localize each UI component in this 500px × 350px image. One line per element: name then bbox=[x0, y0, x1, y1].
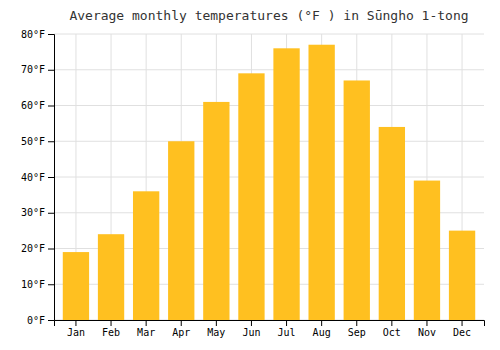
bar bbox=[98, 234, 124, 320]
bar bbox=[344, 80, 370, 320]
tick: 0°F bbox=[27, 315, 54, 326]
tick-mark bbox=[48, 213, 54, 214]
tick: Dec bbox=[453, 320, 471, 338]
tick-mark bbox=[426, 320, 427, 326]
tick-label: 80°F bbox=[21, 29, 45, 40]
tick: 70°F bbox=[21, 64, 54, 75]
bar bbox=[238, 73, 264, 320]
tick-mark bbox=[48, 106, 54, 107]
tick-label: 30°F bbox=[21, 207, 45, 218]
tick-mark bbox=[321, 320, 322, 326]
tick-mark bbox=[216, 320, 217, 326]
grid-line bbox=[54, 34, 484, 35]
tick-label: Jan bbox=[67, 327, 85, 338]
tick-mark bbox=[48, 249, 54, 250]
axis-line bbox=[48, 35, 55, 321]
tick: Mar bbox=[137, 320, 155, 338]
grid bbox=[54, 34, 484, 320]
grid-line bbox=[54, 177, 484, 178]
chart: 0°F 10°F 20°F 30°F 40°F 50°F 60°F 70°F 80°F Jan Fe… bbox=[0, 0, 500, 350]
tick-mark bbox=[48, 177, 54, 178]
tick-label: 40°F bbox=[21, 172, 45, 183]
tick-mark bbox=[391, 320, 392, 326]
tick-label: Jun bbox=[242, 327, 260, 338]
tick-mark bbox=[146, 320, 147, 326]
bar bbox=[414, 181, 440, 320]
tick-label: May bbox=[207, 327, 225, 338]
bar bbox=[308, 45, 334, 320]
tick-label: Apr bbox=[172, 327, 190, 338]
tick: 30°F bbox=[21, 207, 54, 218]
tick: Jul bbox=[278, 320, 296, 338]
tick: Feb bbox=[102, 320, 120, 338]
tick-label: 70°F bbox=[21, 64, 45, 75]
tick: Jun bbox=[242, 320, 260, 338]
grid-line bbox=[54, 69, 484, 70]
tick-label: Nov bbox=[418, 327, 436, 338]
tick-label: 0°F bbox=[27, 315, 45, 326]
bar bbox=[63, 252, 89, 320]
bar bbox=[273, 48, 299, 320]
tick: May bbox=[207, 320, 225, 338]
tick-mark bbox=[462, 320, 463, 326]
tick: Jan bbox=[67, 320, 85, 338]
title: Average monthly temperatures (°F ) in Sū… bbox=[69, 8, 468, 23]
tick-mark bbox=[286, 320, 287, 326]
tick-label: Mar bbox=[137, 327, 155, 338]
tick-label: Sep bbox=[348, 327, 366, 338]
tick: 80°F bbox=[21, 29, 54, 40]
tick-mark bbox=[251, 320, 252, 326]
tick-mark bbox=[111, 320, 112, 326]
tick: 60°F bbox=[21, 100, 54, 111]
tick-label: 50°F bbox=[21, 136, 45, 147]
tick: Oct bbox=[383, 320, 401, 338]
tick-label: 20°F bbox=[21, 243, 45, 254]
tick-label: Dec bbox=[453, 327, 471, 338]
tick: 40°F bbox=[21, 172, 54, 183]
tick-label: Jul bbox=[278, 327, 296, 338]
tick-mark bbox=[48, 284, 54, 285]
tick-label: Feb bbox=[102, 327, 120, 338]
bars bbox=[63, 45, 475, 320]
tick: 50°F bbox=[21, 136, 54, 147]
bar bbox=[449, 231, 475, 320]
bar bbox=[203, 102, 229, 320]
tick: 10°F bbox=[21, 279, 54, 290]
tick: Sep bbox=[348, 320, 366, 338]
tick-mark bbox=[48, 141, 54, 142]
tick-label: Oct bbox=[383, 327, 401, 338]
tick-mark bbox=[48, 320, 54, 321]
axis-line bbox=[55, 321, 485, 327]
y-axis: 0°F 10°F 20°F 30°F 40°F 50°F 60°F 70°F 80°F bbox=[21, 29, 55, 326]
x-axis: Jan Feb Mar Apr May Jun Jul Aug Sep Oct Nov Dec bbox=[55, 320, 485, 338]
bar bbox=[379, 127, 405, 320]
tick: Apr bbox=[172, 320, 190, 338]
tick-label: Aug bbox=[313, 327, 331, 338]
tick-label: 10°F bbox=[21, 279, 45, 290]
bar bbox=[168, 141, 194, 320]
tick-label: 60°F bbox=[21, 100, 45, 111]
grid-line bbox=[54, 141, 484, 142]
tick: Aug bbox=[313, 320, 331, 338]
grid-line bbox=[54, 105, 484, 106]
tick-mark bbox=[75, 320, 76, 326]
tick-mark bbox=[181, 320, 182, 326]
bar bbox=[133, 191, 159, 320]
tick-mark bbox=[48, 34, 54, 35]
plot: 0°F 10°F 20°F 30°F 40°F 50°F 60°F 70°F 80°F Jan Fe… bbox=[21, 29, 485, 338]
tick-mark bbox=[48, 70, 54, 71]
tick: Nov bbox=[418, 320, 436, 338]
tick: 20°F bbox=[21, 243, 54, 254]
tick-mark bbox=[356, 320, 357, 326]
